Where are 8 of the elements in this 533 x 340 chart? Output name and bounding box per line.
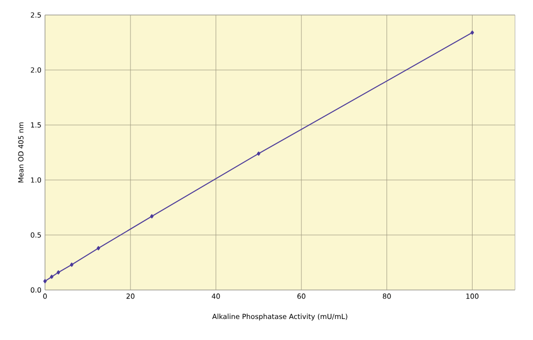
point: [96, 246, 100, 250]
point: [150, 214, 154, 218]
point: [470, 30, 474, 35]
point: [70, 262, 74, 267]
point: [50, 274, 54, 279]
point: [43, 279, 47, 284]
point: [56, 270, 60, 274]
point: [256, 151, 260, 156]
